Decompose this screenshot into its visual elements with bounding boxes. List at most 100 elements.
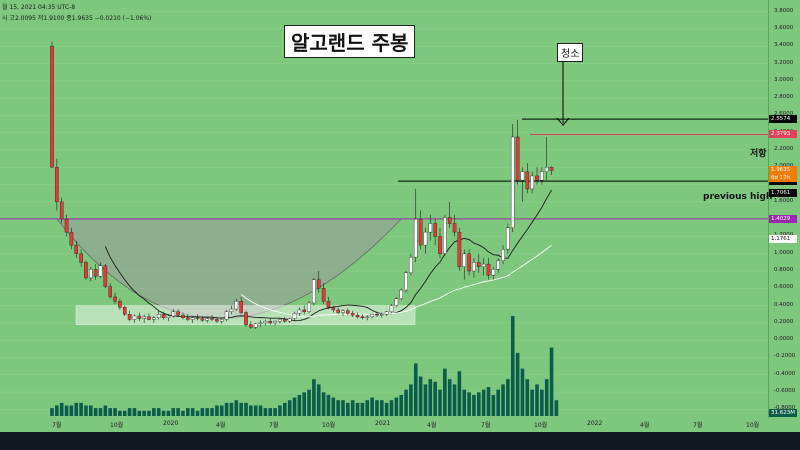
candle-body: [147, 316, 151, 320]
candle-body: [350, 313, 355, 316]
volume-bar: [219, 405, 224, 416]
candle-body: [200, 318, 205, 321]
candle-body: [258, 322, 263, 324]
volume-bar: [312, 379, 316, 416]
candle-body: [428, 223, 433, 233]
volume-bar: [515, 352, 520, 416]
candle-body: [297, 309, 302, 314]
candle-body: [98, 265, 103, 277]
volume-bar: [268, 408, 273, 416]
volume-bar: [404, 389, 408, 416]
volume-bar: [457, 371, 462, 416]
candle-body: [219, 319, 224, 322]
volume-bar: [156, 408, 161, 416]
candle-body: [166, 315, 171, 318]
volume-bar: [510, 316, 515, 416]
candle-body: [88, 269, 93, 279]
volume-bar: [360, 402, 365, 416]
candle-body: [84, 262, 88, 279]
volume-tag: 31.623M: [769, 409, 797, 417]
candle-body: [423, 231, 428, 246]
volume-bar: [433, 381, 437, 416]
volume-bar: [365, 400, 370, 416]
candle-body: [253, 323, 258, 328]
candle-body: [210, 318, 214, 320]
volume-bar: [350, 400, 355, 416]
candle-body: [467, 253, 471, 272]
candle-body: [380, 314, 384, 316]
price-tick-label: 2.6000: [774, 111, 793, 117]
candle-body: [278, 319, 282, 322]
volume-bar: [79, 402, 83, 416]
volume-bar: [142, 410, 146, 416]
price-tick-label: 3.6000: [774, 24, 794, 31]
time-tick-label: 10월: [746, 422, 760, 429]
candle-body: [171, 311, 176, 317]
candle-body: [142, 316, 146, 319]
candle-body: [195, 317, 200, 319]
volume-bar: [486, 387, 491, 416]
time-tick-label: 7월: [481, 422, 491, 429]
volume-bar: [384, 402, 389, 416]
volume-bar: [549, 347, 554, 416]
price-tick-label: 1.6000: [774, 197, 794, 204]
volume-bar: [355, 402, 360, 416]
price-axis[interactable]: [768, 0, 800, 418]
volume-bar: [452, 384, 457, 416]
candle-body: [152, 317, 156, 320]
candle-body: [224, 311, 229, 320]
candle-body: [161, 314, 166, 318]
candle-body: [389, 305, 394, 312]
volume-bar: [307, 389, 311, 416]
price-tick-label: 3.8000: [774, 7, 794, 14]
header-date: 월 15, 2021 04:35 UTC-8: [2, 4, 76, 11]
candle-body: [249, 324, 253, 328]
volume-bar: [389, 400, 394, 416]
volume-bar: [181, 410, 185, 416]
volume-bar: [152, 408, 156, 416]
candle-body: [365, 316, 370, 318]
volume-bar: [540, 389, 544, 416]
bottom-toolbar: [0, 432, 800, 450]
time-tick-label: 10월: [322, 422, 336, 429]
previous-high-label: previous high: [703, 192, 773, 202]
candle-body: [127, 314, 132, 320]
candle-body: [215, 319, 219, 322]
candle-body: [510, 136, 515, 228]
volume-bar: [375, 400, 379, 416]
volume-bar: [200, 408, 205, 416]
candle-body: [176, 311, 180, 316]
volume-bar: [321, 392, 326, 416]
candle-body: [394, 298, 399, 306]
time-tick-label: 4월: [427, 422, 437, 429]
candle-body: [341, 310, 345, 313]
candle-body: [375, 314, 379, 316]
time-axis[interactable]: [0, 418, 800, 432]
volume-bar: [447, 379, 452, 416]
chart-title: 알고랜드 주봉: [284, 25, 416, 58]
note-label: 청소: [557, 43, 584, 62]
volume-bar: [394, 397, 399, 416]
price-tag-ma-a: 1.7061: [769, 188, 797, 197]
candle-body: [496, 260, 501, 270]
candle-body: [239, 301, 243, 313]
candle-body: [268, 320, 273, 324]
candle-body: [355, 314, 360, 318]
volume-bar: [205, 408, 209, 416]
volume-bar: [176, 408, 180, 416]
volume-bar: [239, 402, 243, 416]
volume-bar: [428, 379, 433, 416]
volume-bar: [535, 384, 539, 416]
candle-body: [132, 315, 137, 320]
candle-body: [525, 171, 530, 190]
volume-bar: [263, 408, 268, 416]
candle-body: [103, 265, 108, 287]
volume-bar: [171, 408, 176, 416]
volume-bar: [137, 410, 142, 416]
volume-bar: [59, 402, 64, 416]
price-tick-label: -0.4000: [774, 370, 796, 377]
plot-area[interactable]: [0, 0, 768, 418]
volume-bar: [253, 405, 258, 416]
